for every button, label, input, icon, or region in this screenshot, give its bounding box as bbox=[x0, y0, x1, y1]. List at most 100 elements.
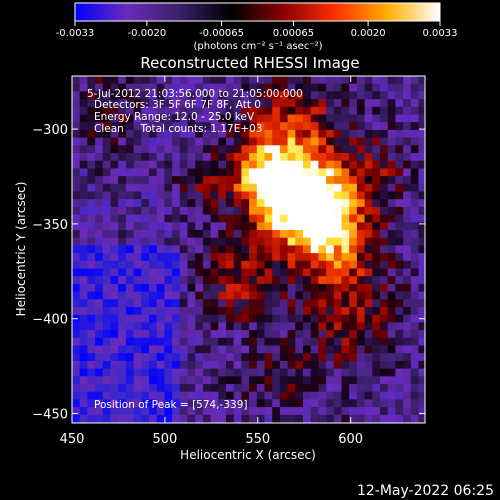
heatmap-pixel bbox=[149, 384, 158, 393]
heatmap-pixel bbox=[118, 168, 127, 177]
heatmap-pixel bbox=[172, 345, 181, 354]
heatmap-pixel bbox=[249, 145, 258, 154]
heatmap-pixel bbox=[349, 422, 358, 423]
heatmap-pixel bbox=[372, 353, 381, 362]
heatmap-pixel bbox=[372, 260, 381, 269]
heatmap-pixel bbox=[110, 122, 119, 131]
heatmap-pixel bbox=[87, 76, 96, 85]
heatmap-pixel bbox=[102, 122, 111, 131]
heatmap-pixel bbox=[264, 222, 273, 231]
heatmap-pixel bbox=[395, 376, 404, 385]
heatmap-pixel bbox=[95, 353, 104, 362]
heatmap-pixel bbox=[318, 322, 327, 331]
heatmap-pixel bbox=[218, 214, 227, 223]
heatmap-pixel bbox=[233, 276, 242, 285]
heatmap-pixel bbox=[310, 237, 319, 246]
heatmap-pixel bbox=[295, 422, 304, 423]
heatmap-pixel bbox=[149, 176, 158, 185]
heatmap-pixel bbox=[141, 422, 150, 423]
heatmap-pixel bbox=[295, 360, 304, 369]
heatmap-pixel bbox=[156, 283, 165, 292]
heatmap-pixel bbox=[218, 253, 227, 262]
heatmap-pixel bbox=[72, 260, 81, 269]
heatmap-pixel bbox=[95, 307, 104, 316]
heatmap-pixel bbox=[403, 122, 412, 131]
heatmap-pixel bbox=[195, 330, 204, 339]
heatmap-pixel bbox=[364, 237, 373, 246]
heatmap-pixel bbox=[364, 99, 373, 108]
heatmap-pixel bbox=[233, 283, 242, 292]
heatmap-pixel bbox=[403, 199, 412, 208]
heatmap-pixel bbox=[403, 214, 412, 223]
heatmap-pixel bbox=[210, 153, 219, 162]
heatmap-pixel bbox=[133, 99, 142, 108]
heatmap-pixel bbox=[241, 353, 250, 362]
heatmap-pixel bbox=[241, 83, 250, 92]
heatmap-pixel bbox=[79, 230, 88, 239]
heatmap-pixel bbox=[125, 206, 134, 215]
heatmap-pixel bbox=[125, 76, 134, 85]
heatmap-pixel bbox=[349, 114, 358, 123]
heatmap-pixel bbox=[395, 176, 404, 185]
heatmap-pixel bbox=[318, 122, 327, 131]
heatmap-pixel bbox=[395, 191, 404, 200]
heatmap-pixel bbox=[249, 153, 258, 162]
heatmap-pixel bbox=[202, 176, 211, 185]
heatmap-pixel bbox=[410, 91, 419, 100]
heatmap-pixel bbox=[233, 106, 242, 115]
heatmap-pixel bbox=[210, 384, 219, 393]
heatmap-pixel bbox=[410, 299, 419, 308]
heatmap-pixel bbox=[79, 191, 88, 200]
heatmap-pixel bbox=[156, 106, 165, 115]
heatmap-pixel bbox=[380, 99, 389, 108]
heatmap-pixel bbox=[179, 91, 188, 100]
heatmap-pixel bbox=[372, 214, 381, 223]
heatmap-pixel bbox=[326, 353, 335, 362]
heatmap-pixel bbox=[226, 153, 235, 162]
heatmap-pixel bbox=[272, 99, 281, 108]
heatmap-pixel bbox=[418, 206, 425, 215]
heatmap-pixel bbox=[380, 237, 389, 246]
heatmap-pixel bbox=[72, 276, 81, 285]
heatmap-pixel bbox=[87, 291, 96, 300]
heatmap-pixel bbox=[218, 322, 227, 331]
heatmap-pixel bbox=[364, 145, 373, 154]
heatmap-pixel bbox=[264, 384, 273, 393]
heatmap-pixel bbox=[233, 237, 242, 246]
x-axis-ticks: 450 500 550 600 bbox=[60, 76, 363, 447]
heatmap-pixel bbox=[326, 307, 335, 316]
heatmap-pixel bbox=[133, 91, 142, 100]
heatmap-pixel bbox=[349, 237, 358, 246]
heatmap-pixel bbox=[272, 345, 281, 354]
heatmap-pixel bbox=[87, 360, 96, 369]
heatmap-pixel bbox=[179, 368, 188, 377]
heatmap-pixel bbox=[249, 191, 258, 200]
heatmap-pixel bbox=[72, 322, 81, 331]
heatmap-pixel bbox=[341, 91, 350, 100]
heatmap-pixel bbox=[87, 283, 96, 292]
heatmap-pixel bbox=[356, 283, 365, 292]
heatmap-pixel bbox=[387, 214, 396, 223]
heatmap-pixel bbox=[179, 245, 188, 254]
heatmap-pixel bbox=[172, 330, 181, 339]
heatmap-pixel bbox=[87, 376, 96, 385]
heatmap-pixel bbox=[110, 283, 119, 292]
heatmap-pixel bbox=[349, 414, 358, 423]
heatmap-pixel bbox=[356, 322, 365, 331]
heatmap-pixel bbox=[310, 176, 319, 185]
heatmap-pixel bbox=[380, 376, 389, 385]
heatmap-pixel bbox=[72, 407, 81, 416]
heatmap-pixel bbox=[295, 368, 304, 377]
heatmap-pixel bbox=[256, 337, 265, 346]
heatmap-pixel bbox=[272, 106, 281, 115]
heatmap-pixel bbox=[395, 384, 404, 393]
heatmap-pixel bbox=[310, 337, 319, 346]
heatmap-pixel bbox=[79, 376, 88, 385]
heatmap-pixel bbox=[133, 137, 142, 146]
heatmap-pixel bbox=[364, 291, 373, 300]
heatmap-pixel bbox=[272, 83, 281, 92]
heatmap-pixel bbox=[187, 291, 196, 300]
heatmap-pixel bbox=[249, 337, 258, 346]
heatmap-pixel bbox=[256, 83, 265, 92]
heatmap-pixel bbox=[279, 422, 288, 423]
